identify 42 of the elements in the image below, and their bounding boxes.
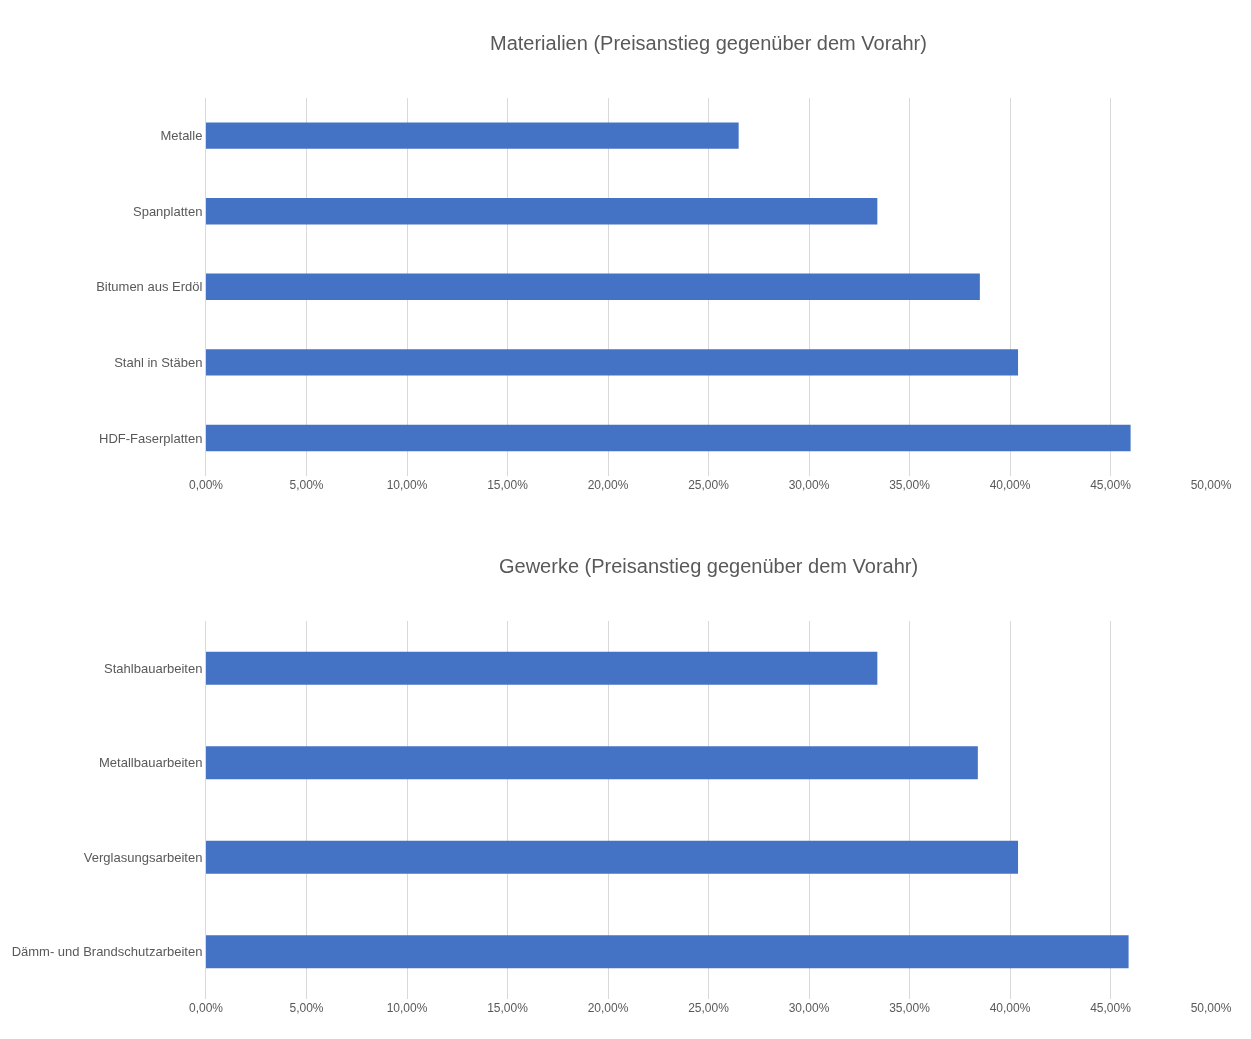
- x-tick-label: 0,00%: [188, 1001, 224, 1015]
- y-tick-label: Dämm- und Brandschutzarbeiten: [11, 944, 203, 960]
- bar: [206, 273, 980, 301]
- x-tick-label: 25,00%: [688, 1001, 730, 1015]
- x-tick-label: 15,00%: [487, 477, 529, 492]
- bar: [206, 746, 978, 780]
- x-tick-label: 40,00%: [989, 477, 1031, 492]
- x-tick-label: 50,00%: [1190, 1001, 1232, 1015]
- bar: [206, 349, 1019, 376]
- bar: [206, 651, 878, 685]
- x-tick-label: 45,00%: [1090, 1001, 1132, 1015]
- x-tick-label: 30,00%: [788, 1001, 830, 1015]
- bar: [206, 197, 878, 225]
- x-tick-label: 20,00%: [587, 477, 629, 492]
- chart-title: Gewerke (Preisanstieg gegenüber dem Vorahr): [499, 555, 919, 577]
- bar: [206, 840, 1019, 874]
- x-tick-label: 35,00%: [889, 1001, 931, 1015]
- x-tick-label: 35,00%: [889, 477, 931, 492]
- bar: [206, 122, 739, 149]
- x-tick-label: 15,00%: [487, 1001, 529, 1015]
- chart-title: Materialien (Preisanstieg gegenüber dem Vorahr): [490, 32, 927, 54]
- x-tick-label: 45,00%: [1090, 477, 1132, 492]
- x-tick-label: 25,00%: [688, 477, 730, 492]
- y-tick-label: Stahlbauarbeiten: [104, 660, 203, 676]
- bar: [206, 424, 1131, 452]
- x-tick-label: 50,00%: [1190, 477, 1232, 492]
- x-tick-label: 10,00%: [386, 1001, 428, 1015]
- x-tick-label: 20,00%: [587, 1001, 629, 1015]
- y-tick-label: HDF-Faserplatten: [99, 430, 203, 446]
- y-tick-label: Stahl in Stäben: [114, 354, 203, 370]
- x-tick-label: 5,00%: [289, 1001, 324, 1015]
- x-tick-label: 5,00%: [289, 477, 324, 492]
- y-tick-label: Spanplatten: [132, 203, 203, 219]
- x-tick-label: 30,00%: [788, 477, 830, 492]
- y-tick-label: Metalle: [160, 128, 203, 144]
- x-tick-label: 0,00%: [188, 477, 224, 492]
- x-tick-label: 40,00%: [989, 1001, 1031, 1015]
- x-tick-label: 10,00%: [386, 477, 428, 492]
- y-tick-label: Metallbauarbeiten: [99, 755, 203, 771]
- y-tick-label: Verglasungsarbeiten: [83, 849, 203, 865]
- y-tick-label: Bitumen aus Erdöl: [96, 279, 203, 295]
- bar: [206, 935, 1129, 969]
